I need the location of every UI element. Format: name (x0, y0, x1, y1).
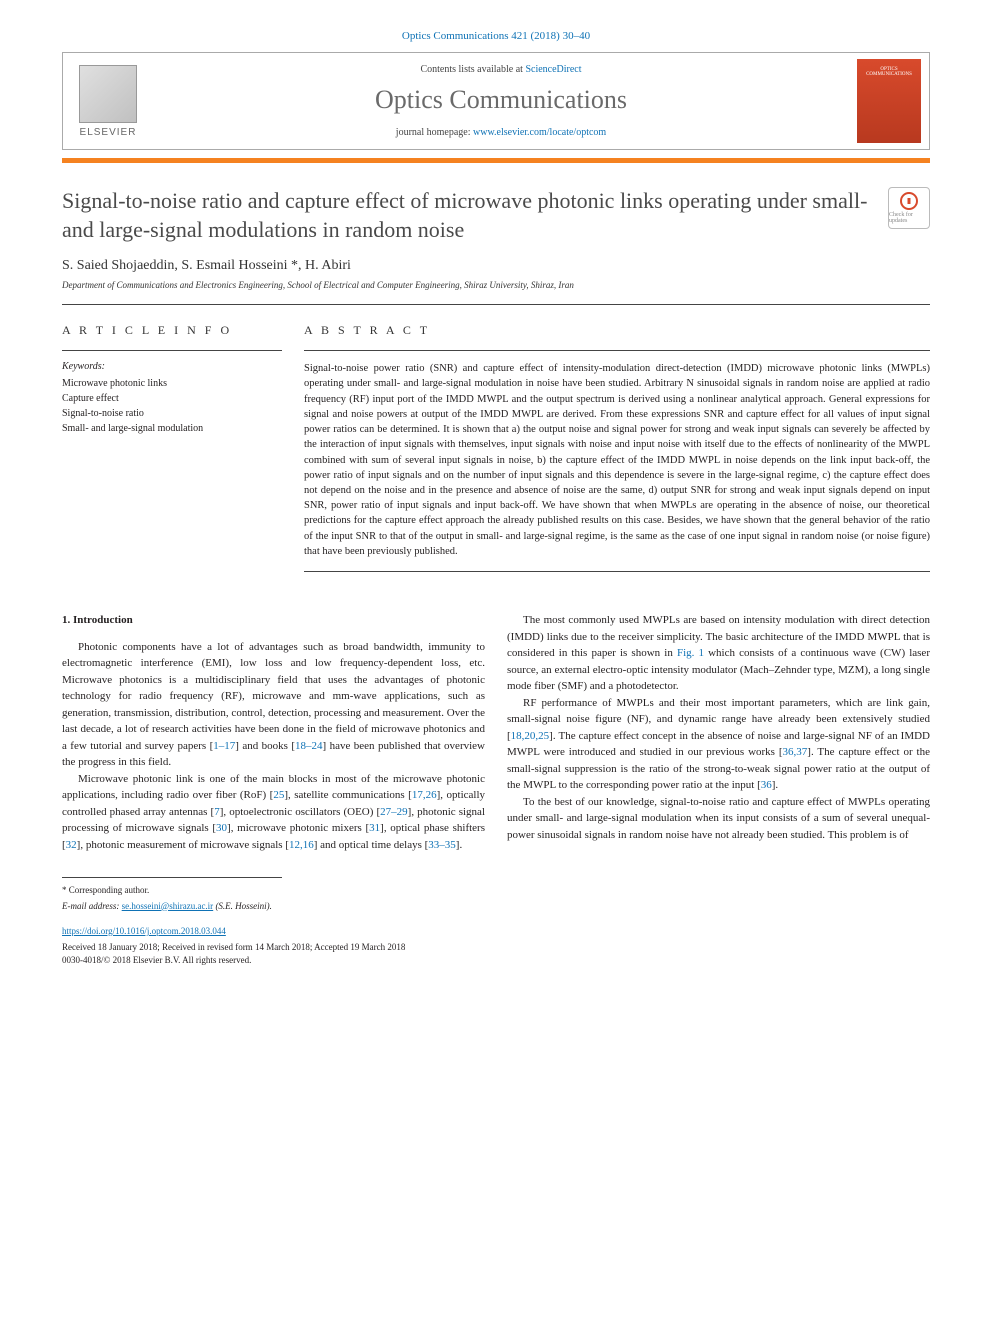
body-columns: 1. Introduction Photonic components have… (62, 612, 930, 853)
body-col-right: The most commonly used MWPLs are based o… (507, 612, 930, 853)
journal-header-box: ELSEVIER Contents lists available at Sci… (62, 52, 930, 150)
publisher-name: ELSEVIER (80, 127, 137, 138)
email-line: E-mail address: se.hosseini@shirazu.ac.i… (62, 900, 930, 914)
publisher-logo-area: ELSEVIER (63, 53, 153, 149)
keyword: Microwave photonic links (62, 376, 282, 391)
email-label: E-mail address: (62, 901, 122, 911)
updates-text: Check for updates (889, 212, 929, 224)
journal-cover-area: OPTICS COMMUNICATIONS (849, 53, 929, 149)
info-divider (62, 350, 282, 351)
cite-link[interactable]: 36,37 (783, 746, 808, 758)
abstract-heading: A B S T R A C T (304, 323, 930, 338)
abstract-divider (304, 350, 930, 351)
journal-cover-icon: OPTICS COMMUNICATIONS (857, 59, 921, 143)
bookmark-icon (900, 192, 918, 210)
main-content: Signal-to-noise ratio and capture effect… (0, 187, 992, 853)
sciencedirect-link[interactable]: ScienceDirect (525, 64, 581, 75)
cite-link[interactable]: 25 (273, 789, 284, 801)
body-para: RF performance of MWPLs and their most i… (507, 695, 930, 794)
paper-title: Signal-to-noise ratio and capture effect… (62, 187, 872, 244)
cite-link[interactable]: 1–17 (213, 740, 235, 752)
header-center: Contents lists available at ScienceDirec… (153, 53, 849, 149)
page-header: Optics Communications 421 (2018) 30–40 E… (0, 0, 992, 163)
authors: S. Saied Shojaeddin, S. Esmail Hosseini … (62, 258, 930, 274)
footer-divider (62, 877, 282, 878)
email-link[interactable]: se.hosseini@shirazu.ac.ir (122, 901, 214, 911)
intro-para: Microwave photonic link is one of the ma… (62, 771, 485, 854)
received-line: Received 18 January 2018; Received in re… (62, 941, 930, 955)
intro-heading: 1. Introduction (62, 612, 485, 629)
keyword: Small- and large-signal modulation (62, 421, 282, 436)
doi-link[interactable]: https://doi.org/10.1016/j.optcom.2018.03… (62, 925, 930, 939)
contents-line: Contents lists available at ScienceDirec… (161, 64, 841, 75)
cite-link[interactable]: 12,16 (289, 839, 314, 851)
affiliation: Department of Communications and Electro… (62, 280, 930, 290)
accent-bar (62, 158, 930, 163)
cite-link[interactable]: 32 (66, 839, 77, 851)
article-info-heading: A R T I C L E I N F O (62, 323, 282, 338)
keywords-list: Microwave photonic links Capture effect … (62, 376, 282, 436)
keyword: Capture effect (62, 391, 282, 406)
cite-link[interactable]: 33–35 (428, 839, 456, 851)
abstract-bottom-divider (304, 571, 930, 572)
abstract-col: A B S T R A C T Signal-to-noise power ra… (304, 323, 930, 582)
footer: * Corresponding author. E-mail address: … (0, 877, 992, 998)
homepage-link[interactable]: www.elsevier.com/locate/optcom (473, 127, 606, 138)
cite-link[interactable]: 18,20,25 (511, 730, 550, 742)
cite-link[interactable]: 30 (216, 822, 227, 834)
title-section: Signal-to-noise ratio and capture effect… (62, 187, 930, 244)
email-suffix: (S.E. Hosseini). (213, 901, 272, 911)
body-para: The most commonly used MWPLs are based o… (507, 612, 930, 695)
homepage-line: journal homepage: www.elsevier.com/locat… (161, 127, 841, 138)
cite-link[interactable]: 27–29 (380, 806, 408, 818)
info-abstract-row: A R T I C L E I N F O Keywords: Microwav… (62, 323, 930, 582)
keywords-label: Keywords: (62, 361, 282, 372)
cite-link[interactable]: 31 (369, 822, 380, 834)
keyword: Signal-to-noise ratio (62, 406, 282, 421)
cite-link[interactable]: 7 (214, 806, 220, 818)
cite-link[interactable]: 18–24 (295, 740, 323, 752)
cite-link[interactable]: 17,26 (412, 789, 437, 801)
journal-name: Optics Communications (161, 85, 841, 115)
abstract-text: Signal-to-noise power ratio (SNR) and ca… (304, 361, 930, 559)
body-para: To the best of our knowledge, signal-to-… (507, 794, 930, 844)
updates-badge[interactable]: Check for updates (888, 187, 930, 229)
article-info-col: A R T I C L E I N F O Keywords: Microwav… (62, 323, 282, 582)
cover-text: OPTICS COMMUNICATIONS (857, 67, 921, 77)
citation-line: Optics Communications 421 (2018) 30–40 (62, 30, 930, 42)
fig-link[interactable]: Fig. 1 (677, 647, 704, 659)
cite-link[interactable]: 36 (761, 779, 772, 791)
contents-prefix: Contents lists available at (420, 64, 525, 75)
body-col-left: 1. Introduction Photonic components have… (62, 612, 485, 853)
homepage-prefix: journal homepage: (396, 127, 473, 138)
divider (62, 304, 930, 305)
copyright-line: 0030-4018/© 2018 Elsevier B.V. All right… (62, 954, 930, 968)
intro-para: Photonic components have a lot of advant… (62, 639, 485, 771)
corresponding-author: * Corresponding author. (62, 884, 930, 898)
elsevier-tree-icon (79, 65, 137, 123)
